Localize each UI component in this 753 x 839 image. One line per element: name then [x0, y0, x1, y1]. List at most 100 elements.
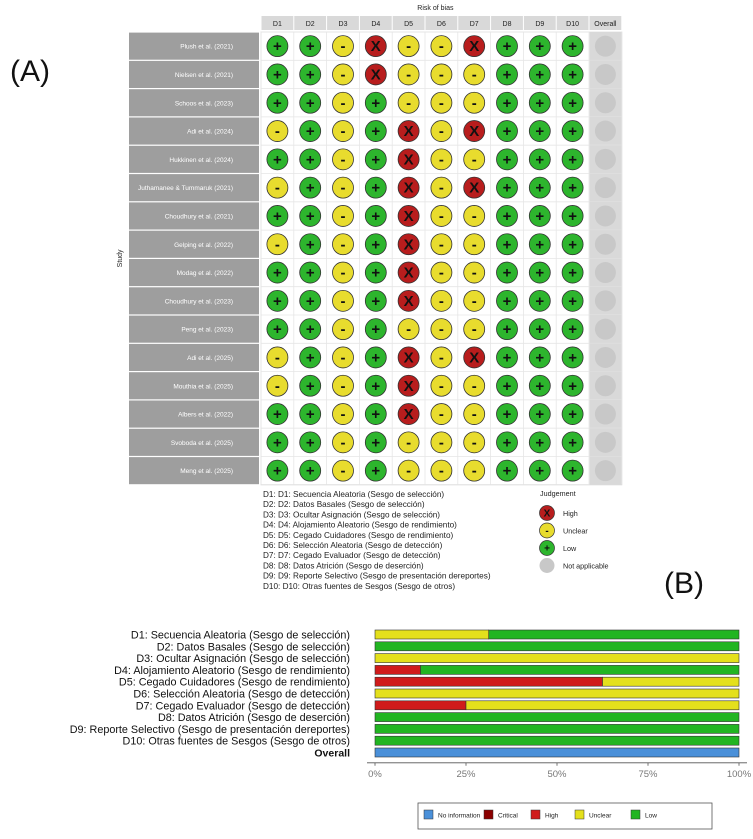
legend-label: Unclear — [563, 527, 588, 536]
judgement-symbol: + — [568, 293, 577, 310]
study-label: Nielsen et al. (2021) — [175, 72, 233, 79]
judgement-unclear — [397, 318, 420, 341]
judgement-symbol: - — [406, 434, 411, 451]
bar-segment-low — [488, 629, 740, 640]
column-header-bg — [392, 16, 425, 30]
legend-swatch-high — [539, 505, 555, 521]
judgement-low — [561, 289, 584, 312]
judgement-low — [528, 374, 551, 397]
study-label-bg — [129, 259, 259, 287]
judgement-symbol: - — [439, 208, 444, 225]
judgement-low — [299, 346, 322, 369]
judgement-low — [266, 205, 289, 227]
judgement-symbol: + — [273, 265, 282, 282]
judgement-high — [397, 346, 420, 369]
study-label-bg — [129, 400, 259, 428]
judgement-low — [561, 261, 584, 284]
judgement-symbol: + — [503, 349, 512, 366]
legend-label: Unclear — [589, 813, 612, 820]
study-label: Juthamanee & Tummaruk (2021) — [138, 185, 233, 192]
judgement-low — [561, 148, 584, 171]
judgement-high — [463, 346, 486, 369]
judgement-symbol: + — [306, 66, 315, 83]
judgement-not-applicable — [594, 63, 616, 85]
column-header-bg — [491, 16, 523, 30]
judgement-unclear — [430, 63, 453, 86]
judgement-high — [397, 148, 420, 171]
judgement-symbol: + — [273, 293, 282, 310]
judgement-symbol: + — [306, 236, 315, 253]
judgement-symbol: + — [503, 66, 512, 83]
plot-title: Risk of bias — [417, 5, 454, 12]
judgement-low — [299, 233, 322, 256]
judgement-high — [397, 403, 420, 425]
judgement-low — [266, 35, 289, 58]
judgement-not-applicable — [594, 205, 616, 227]
judgement-symbol: - — [341, 95, 346, 112]
judgement-unclear — [332, 176, 354, 199]
judgement-symbol: + — [371, 180, 380, 197]
judgement-low — [364, 318, 387, 341]
category-label: D3: Ocultar Asignación (Sesgo de selecci… — [136, 653, 350, 665]
judgement-unclear — [332, 431, 354, 454]
judgement-symbol: + — [371, 95, 380, 112]
category-label: D4: Alojamiento Aleatorio (Sesgo de rend… — [114, 665, 350, 677]
judgement-unclear — [463, 431, 486, 454]
judgement-unclear — [332, 261, 354, 284]
judgement-low — [561, 205, 584, 227]
judgement-symbol: - — [472, 236, 477, 253]
judgement-symbol: + — [535, 95, 544, 112]
judgement-low — [528, 91, 551, 114]
column-header-bg — [359, 16, 392, 30]
judgement-symbol: - — [439, 434, 444, 451]
study-label-bg — [129, 343, 259, 371]
judgement-symbol: - — [439, 406, 444, 423]
judgement-low — [528, 346, 551, 369]
judgement-unclear — [430, 459, 453, 482]
judgement-low — [496, 289, 518, 312]
judgement-not-applicable — [594, 120, 616, 142]
judgement-unclear — [430, 91, 453, 114]
judgement-high — [463, 120, 486, 142]
judgement-symbol: + — [371, 406, 380, 423]
study-label: Gelping et al. (2022) — [174, 242, 233, 249]
judgement-symbol: + — [503, 180, 512, 197]
judgement-symbol: + — [503, 378, 512, 395]
judgement-symbol: X — [404, 180, 414, 197]
column-header-d6: D6 — [437, 21, 446, 28]
judgement-unclear — [430, 176, 453, 199]
judgement-symbol: + — [273, 321, 282, 338]
judgement-symbol: + — [535, 236, 544, 253]
judgement-high — [397, 233, 420, 256]
bar-segment-unclear — [374, 653, 740, 663]
judgement-symbol: - — [341, 463, 346, 480]
judgement-symbol: + — [306, 406, 315, 423]
judgement-symbol: + — [503, 123, 512, 140]
judgement-unclear — [463, 289, 486, 312]
judgement-symbol: - — [275, 378, 280, 395]
judgement-symbol: - — [341, 180, 346, 197]
domain-key-entry: D7: D7: Cegado Evaluador (Sesgo de detec… — [263, 551, 441, 560]
judgement-low — [299, 431, 322, 454]
judgement-symbol: + — [273, 208, 282, 225]
legend-label: Critical — [498, 813, 518, 820]
judgement-high — [397, 374, 420, 397]
judgement-low — [299, 63, 322, 86]
judgement-symbol: + — [306, 434, 315, 451]
judgement-symbol: + — [273, 66, 282, 83]
judgement-symbol: + — [503, 151, 512, 168]
judgement-not-applicable — [594, 92, 616, 114]
judgement-high — [397, 176, 420, 199]
judgement-symbol: + — [371, 123, 380, 140]
judgement-symbol: - — [439, 265, 444, 282]
judgement-unclear — [463, 205, 486, 227]
judgement-low — [528, 120, 551, 142]
judgement-symbol: + — [306, 151, 315, 168]
judgement-symbol: - — [341, 151, 346, 168]
legend-label: High — [545, 813, 559, 820]
judgement-high — [364, 63, 387, 86]
judgement-symbol: - — [439, 349, 444, 366]
judgement-not-applicable — [594, 262, 616, 284]
judgement-symbol: + — [371, 463, 380, 480]
judgement-symbol: - — [472, 265, 477, 282]
